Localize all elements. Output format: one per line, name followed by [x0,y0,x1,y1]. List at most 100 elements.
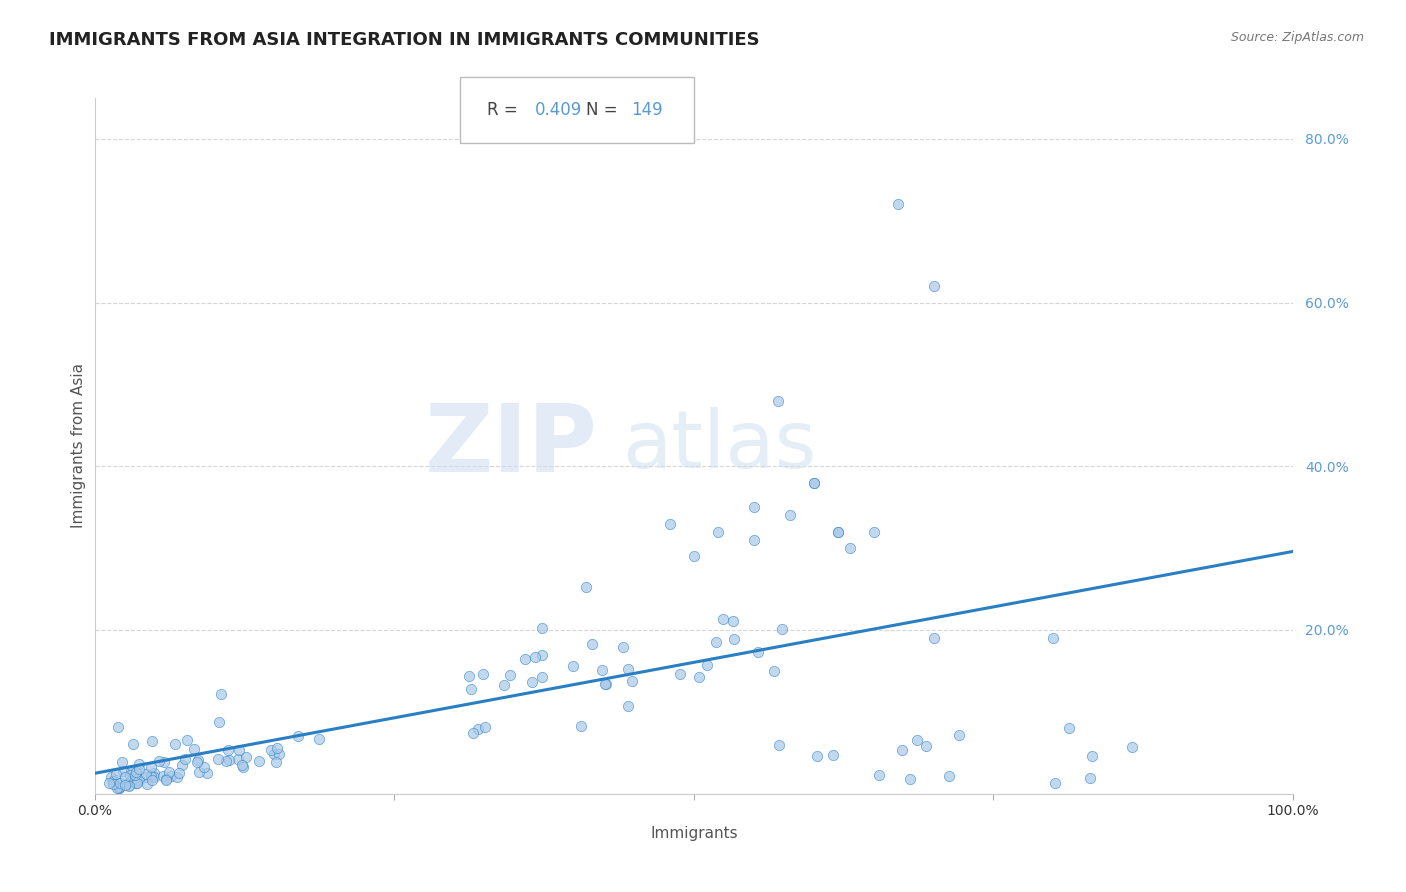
Point [148,754,170,768]
Text: N =: N = [586,101,623,120]
Point [707,524,730,539]
Point [118,768,141,782]
Point [143,770,166,784]
Point [520,674,543,689]
Point [141,734,163,748]
Point [155,772,177,786]
Point [742,533,765,547]
Point [721,614,744,628]
Point [595,677,617,691]
Point [207,752,229,766]
Point [474,720,496,734]
Point [166,770,188,784]
Point [461,725,484,739]
Point [152,756,174,770]
Point [107,720,129,734]
Point [891,743,914,757]
Point [136,777,159,791]
Y-axis label: Immigrants from Asia: Immigrants from Asia [72,363,86,528]
Point [114,770,136,784]
Point [914,739,936,753]
Point [235,749,257,764]
Point [779,508,801,523]
Point [499,668,522,682]
Point [215,755,238,769]
Point [938,769,960,783]
Point [768,739,790,753]
Point [114,778,136,792]
Point [922,279,945,293]
Point [183,741,205,756]
Point [770,623,793,637]
Text: ZIP: ZIP [425,400,598,491]
Point [696,658,718,673]
Point [152,769,174,783]
Point [803,475,825,490]
Point [575,580,598,594]
Point [658,516,681,531]
Point [669,667,692,681]
Point [562,658,585,673]
Text: 0.409: 0.409 [534,101,582,120]
Point [569,719,592,733]
Point [264,756,287,770]
Point [827,524,849,539]
Point [803,475,825,490]
Point [195,766,218,780]
Point [621,673,644,688]
Point [228,743,250,757]
Point [107,781,129,796]
Point [231,758,253,772]
Point [124,776,146,790]
Point [905,732,928,747]
Point [143,766,166,780]
FancyBboxPatch shape [460,78,693,144]
Point [581,637,603,651]
Point [1057,722,1080,736]
Point [862,524,884,539]
Point [176,733,198,747]
Point [723,632,745,646]
Point [591,664,613,678]
Point [217,742,239,756]
Point [193,760,215,774]
Point [172,757,194,772]
Point [173,752,195,766]
Point [128,757,150,772]
Point [141,773,163,788]
Point [124,768,146,782]
Point [226,752,249,766]
Text: atlas: atlas [621,407,817,485]
Point [118,779,141,793]
X-axis label: Immigrants: Immigrants [650,826,738,841]
Point [617,662,640,676]
Point [1045,776,1067,790]
Point [742,500,765,515]
Point [266,741,288,756]
Point [105,766,128,780]
Point [948,728,970,742]
Point [120,764,142,779]
Point [827,524,849,539]
Point [125,776,148,790]
Point [163,737,186,751]
Point [1081,748,1104,763]
Point [524,649,547,664]
Point [898,772,921,786]
Point [139,769,162,783]
Point [704,634,727,648]
Point [1042,631,1064,645]
Point [120,775,142,789]
Point [232,759,254,773]
Point [263,747,285,761]
Point [1078,771,1101,785]
Point [838,541,860,555]
Point [108,775,131,789]
Point [108,780,131,795]
Point [886,197,908,211]
Point [104,772,127,787]
Point [125,765,148,780]
Point [249,754,271,768]
Point [209,687,232,701]
Point [762,665,785,679]
